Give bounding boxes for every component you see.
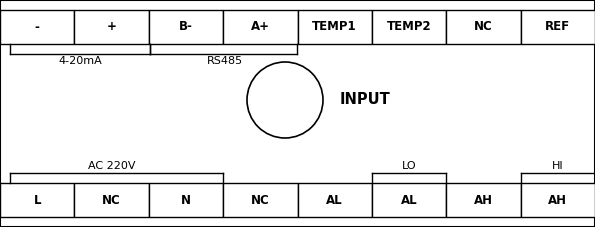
Text: HI: HI xyxy=(552,161,564,171)
Bar xyxy=(446,183,521,217)
Text: LO: LO xyxy=(402,161,416,171)
Text: TEMP1: TEMP1 xyxy=(312,20,357,34)
Bar xyxy=(372,10,446,44)
Bar xyxy=(0,183,74,217)
Bar xyxy=(521,183,595,217)
Text: NC: NC xyxy=(251,193,270,207)
Text: NC: NC xyxy=(474,20,493,34)
Text: B-: B- xyxy=(179,20,193,34)
Text: NC: NC xyxy=(102,193,121,207)
Text: -: - xyxy=(35,20,40,34)
Bar xyxy=(149,183,223,217)
Bar xyxy=(0,10,74,44)
Text: AL: AL xyxy=(401,193,417,207)
Bar xyxy=(521,10,595,44)
Text: AH: AH xyxy=(474,193,493,207)
Text: N: N xyxy=(181,193,191,207)
Text: RS485: RS485 xyxy=(207,56,243,66)
Text: A+: A+ xyxy=(251,20,270,34)
Bar xyxy=(74,183,149,217)
Circle shape xyxy=(247,62,323,138)
Bar xyxy=(372,183,446,217)
Bar xyxy=(446,10,521,44)
Text: AC 220V: AC 220V xyxy=(88,161,136,171)
Text: AH: AH xyxy=(549,193,567,207)
Text: INPUT: INPUT xyxy=(340,92,391,108)
Text: REF: REF xyxy=(545,20,571,34)
Bar xyxy=(298,183,372,217)
Bar xyxy=(298,10,372,44)
Bar xyxy=(74,10,149,44)
Text: TEMP2: TEMP2 xyxy=(387,20,431,34)
Text: 4-20mA: 4-20mA xyxy=(58,56,102,66)
Text: L: L xyxy=(33,193,41,207)
Bar xyxy=(223,183,298,217)
Bar xyxy=(223,10,298,44)
Bar xyxy=(149,10,223,44)
Text: +: + xyxy=(107,20,117,34)
Text: AL: AL xyxy=(327,193,343,207)
